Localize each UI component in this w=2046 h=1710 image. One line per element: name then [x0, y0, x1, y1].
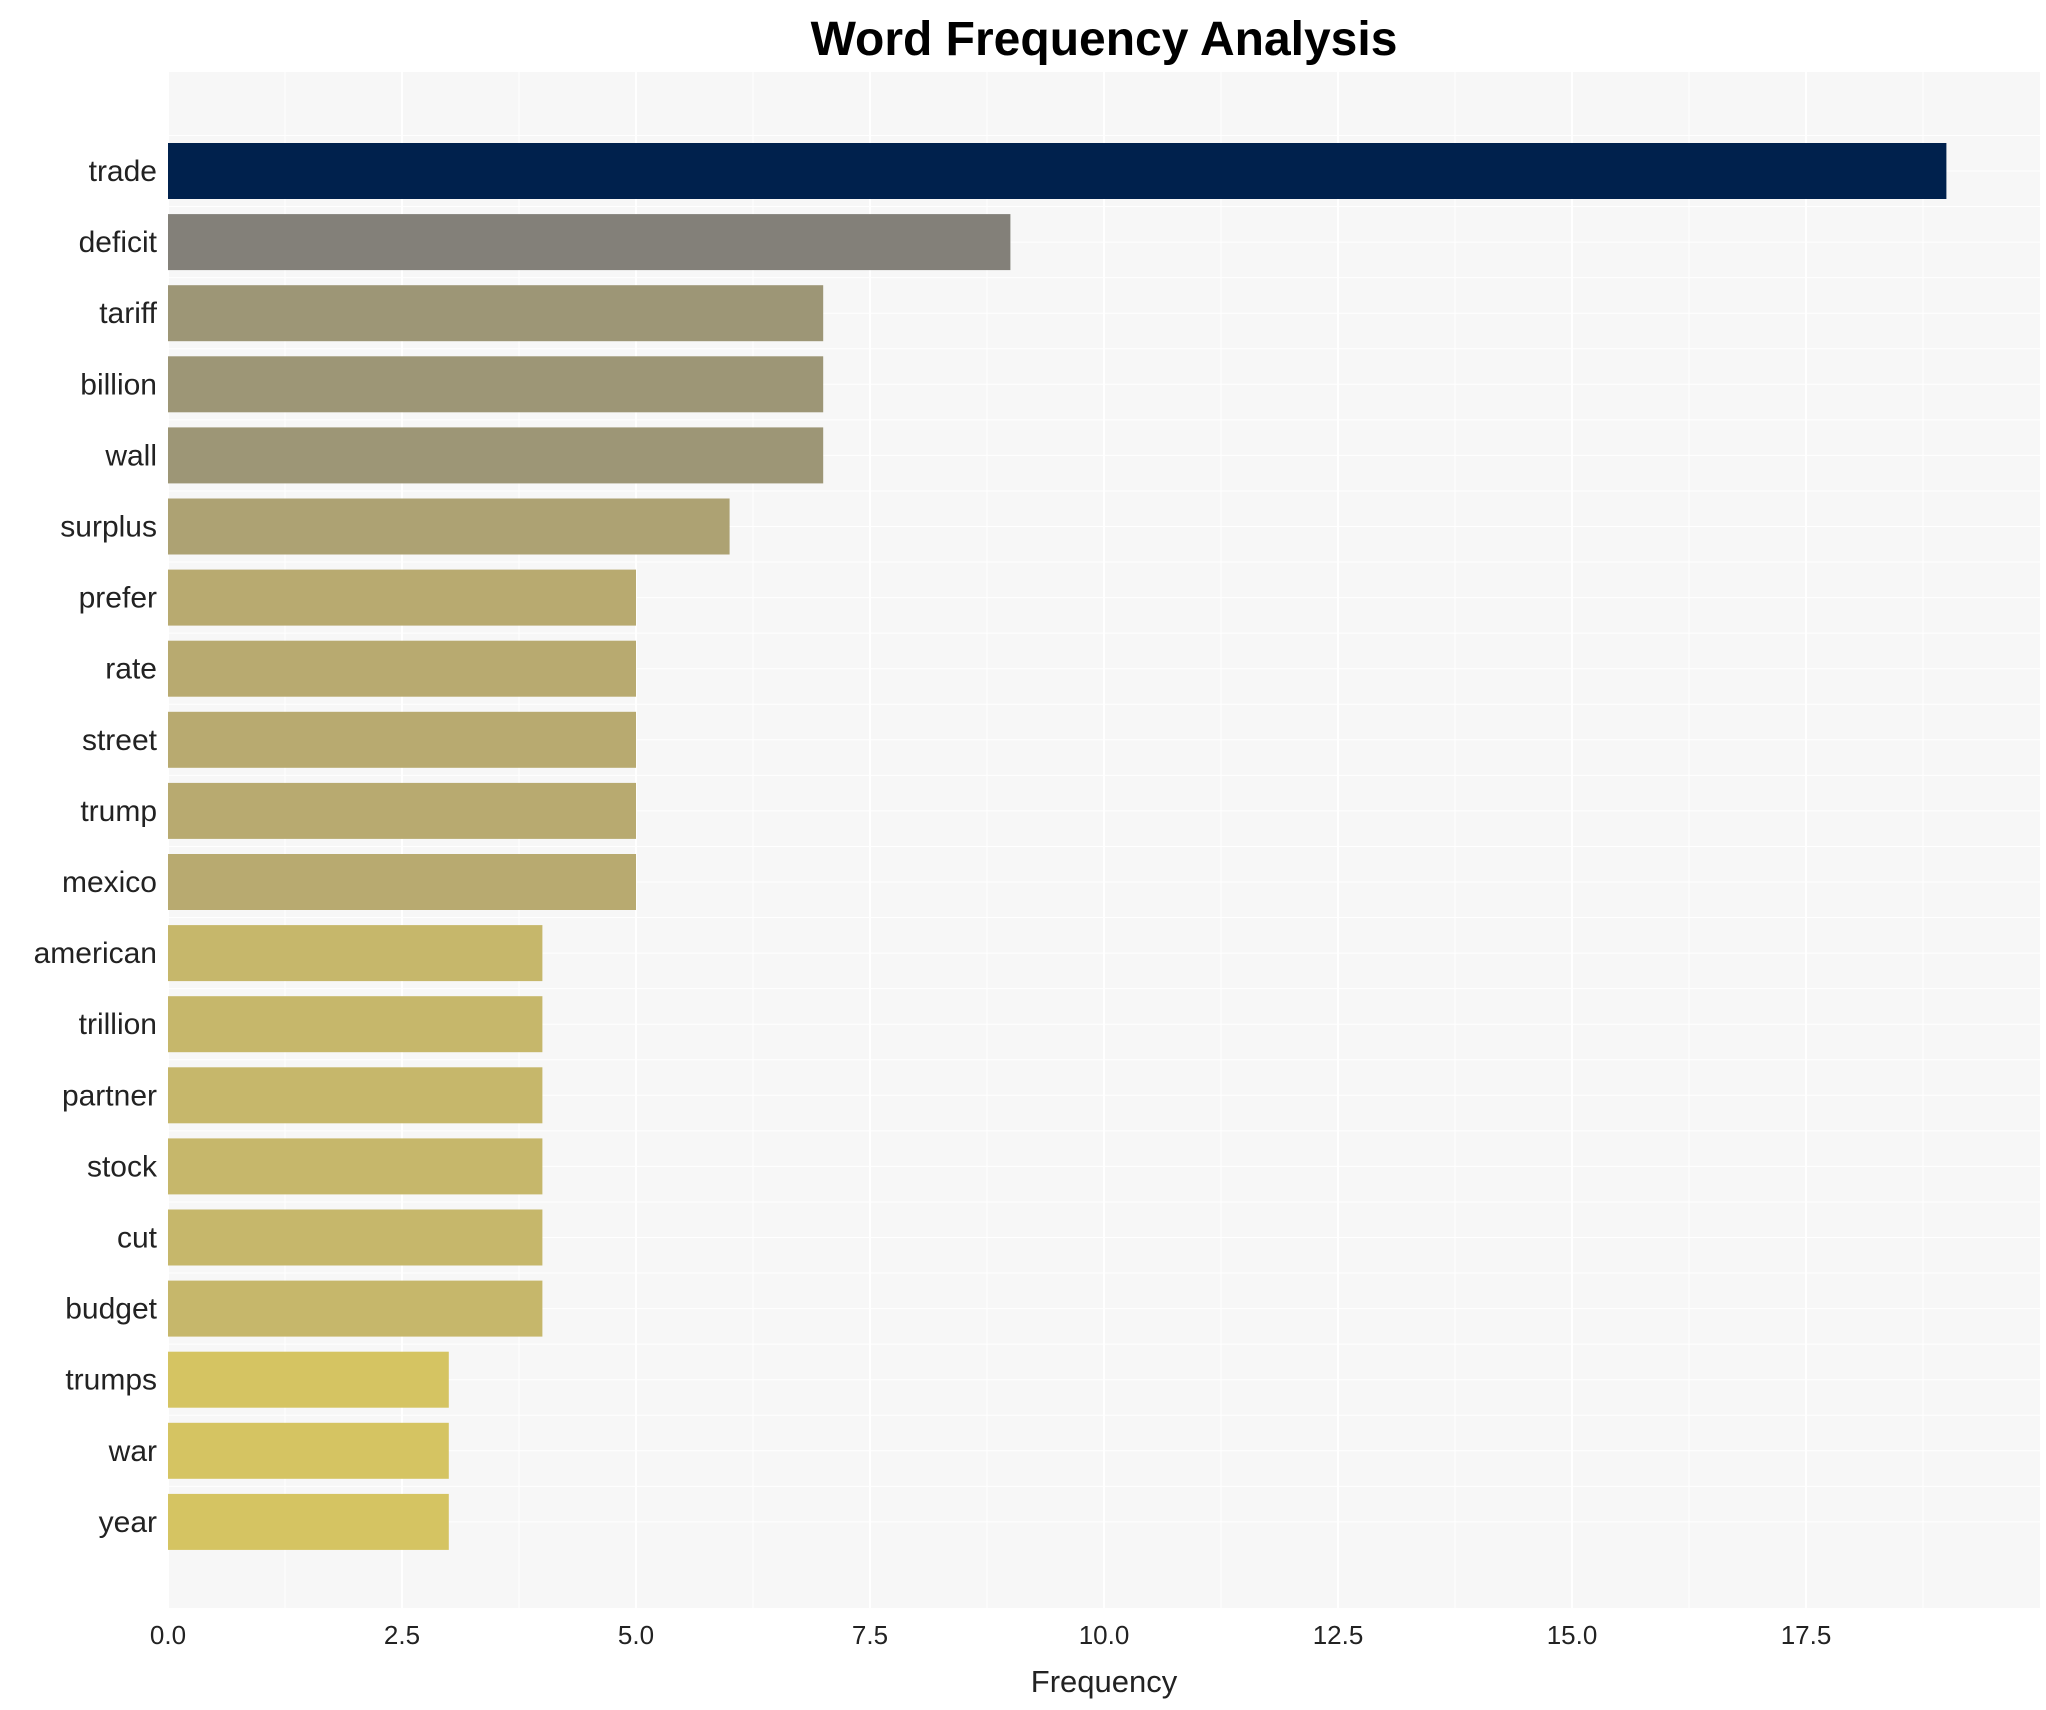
- bar-wall: [168, 427, 824, 484]
- bar-rate: [168, 640, 636, 697]
- category-label: partner: [62, 1079, 157, 1112]
- category-label: billion: [80, 368, 157, 401]
- category-label: stock: [87, 1150, 158, 1183]
- category-label: budget: [65, 1293, 157, 1326]
- category-label: mexico: [62, 866, 157, 899]
- x-tick-label: 2.5: [384, 1620, 420, 1650]
- bar-war: [168, 1422, 449, 1479]
- x-tick-label: 12.5: [1313, 1620, 1364, 1650]
- category-label: american: [34, 937, 157, 970]
- bar-trumps: [168, 1351, 449, 1408]
- category-label: street: [82, 724, 158, 757]
- bar-trump: [168, 782, 636, 839]
- category-label: surplus: [60, 511, 157, 544]
- bar-mexico: [168, 854, 636, 910]
- bar-stock: [168, 1138, 543, 1195]
- bar-street: [168, 711, 636, 768]
- bar-trillion: [168, 996, 543, 1053]
- category-label: tariff: [99, 297, 157, 330]
- category-label: trillion: [79, 1008, 157, 1041]
- category-label: wall: [104, 439, 157, 472]
- category-label: year: [99, 1506, 157, 1539]
- bar-prefer: [168, 569, 636, 626]
- bars: [168, 143, 1947, 1550]
- x-axis-label: Frequency: [1031, 1664, 1178, 1699]
- category-label: war: [108, 1435, 157, 1468]
- bar-year: [168, 1493, 449, 1550]
- x-tick-labels: 0.0 2.5 5.0 7.5 10.0 12.5 15.0 17.5: [150, 1620, 1831, 1650]
- category-label: trump: [80, 795, 157, 828]
- category-label: trumps: [65, 1364, 157, 1397]
- bar-american: [168, 925, 543, 982]
- x-tick-label: 10.0: [1079, 1620, 1130, 1650]
- x-tick-label: 15.0: [1547, 1620, 1598, 1650]
- bar-surplus: [168, 498, 730, 555]
- category-label: cut: [117, 1222, 158, 1255]
- category-label: prefer: [79, 582, 157, 615]
- x-tick-label: 0.0: [150, 1620, 186, 1650]
- category-labels: trade deficit tariff billion wall surplus pref…: [34, 155, 158, 1539]
- bar-budget: [168, 1280, 543, 1337]
- category-label: rate: [105, 653, 157, 686]
- bar-cut: [168, 1209, 543, 1266]
- category-label: trade: [89, 155, 157, 188]
- bar-deficit: [168, 214, 1011, 271]
- x-tick-label: 7.5: [852, 1620, 888, 1650]
- bar-billion: [168, 356, 824, 413]
- x-tick-label: 5.0: [618, 1620, 654, 1650]
- bar-tariff: [168, 285, 824, 342]
- bar-partner: [168, 1067, 543, 1124]
- chart-title: Word Frequency Analysis: [811, 13, 1398, 66]
- category-label: deficit: [79, 226, 158, 259]
- x-tick-label: 17.5: [1781, 1620, 1832, 1650]
- bar-trade: [168, 143, 1947, 199]
